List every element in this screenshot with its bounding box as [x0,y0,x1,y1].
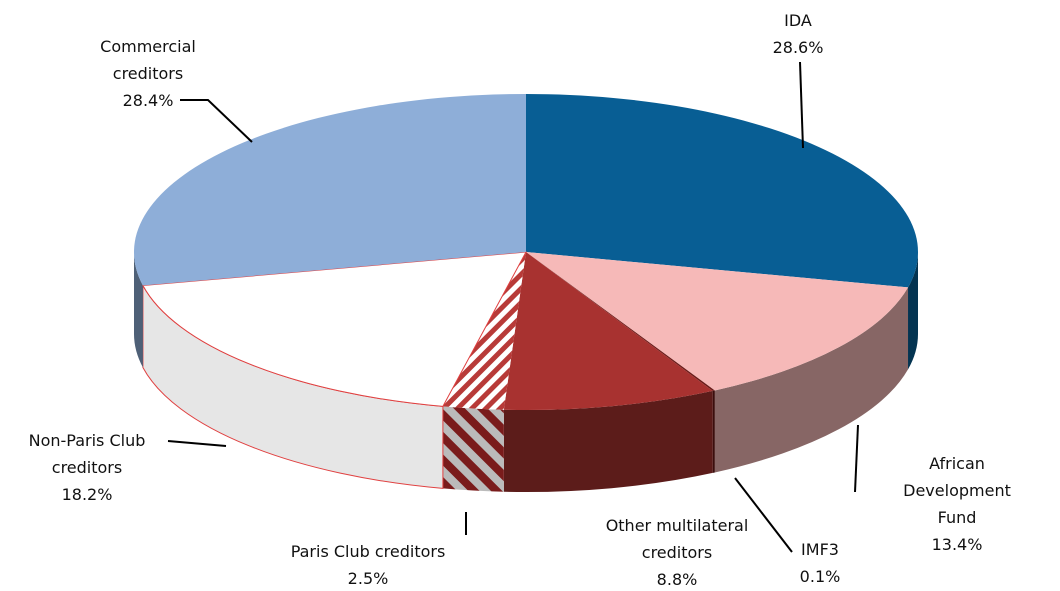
category-label: Paris Club creditors [290,542,446,561]
slice-side [714,287,909,473]
value-label: 28.4% [122,91,174,110]
value-label: 28.6% [772,38,824,57]
slice-side [134,252,143,368]
slice [503,252,713,410]
category-label: IDA [784,11,812,30]
slice-label: IDA 28.6% [768,7,828,61]
leader-line [854,424,859,493]
slice-label: IMF3 0.1% [790,536,850,590]
slice-label: Other multilateral creditors 8.8% [602,512,752,591]
slice-side [442,406,504,492]
category-label: African Development Fund [903,454,1011,527]
category-label: IMF3 [801,540,839,559]
leader-line [734,477,793,553]
leader-line [799,61,804,149]
value-label: 0.1% [799,567,841,586]
slice-side [712,390,715,473]
slice-label: Commercial creditors 28.4% [88,33,208,114]
value-label: 18.2% [61,485,113,504]
slice-label: Non-Paris Club creditors 18.2% [22,427,152,508]
slice-side [503,390,713,492]
category-label: Non-Paris Club creditors [28,431,146,477]
slice-label: African Development Fund 13.4% [882,450,1032,558]
leader-line [180,99,253,143]
leader-line [167,440,227,447]
slice [526,252,909,391]
category-label: Other multilateral creditors [605,516,749,562]
value-label: 13.4% [931,535,983,554]
slice [526,252,715,391]
value-label: 2.5% [347,569,389,588]
slice [526,94,918,288]
slice [142,251,527,407]
slice-label: Paris Club creditors 2.5% [258,538,478,591]
category-label: Commercial creditors [100,37,196,83]
value-label: 8.8% [656,570,698,589]
slice [133,94,526,286]
slice-side [908,252,918,370]
leader-lines [167,61,859,553]
